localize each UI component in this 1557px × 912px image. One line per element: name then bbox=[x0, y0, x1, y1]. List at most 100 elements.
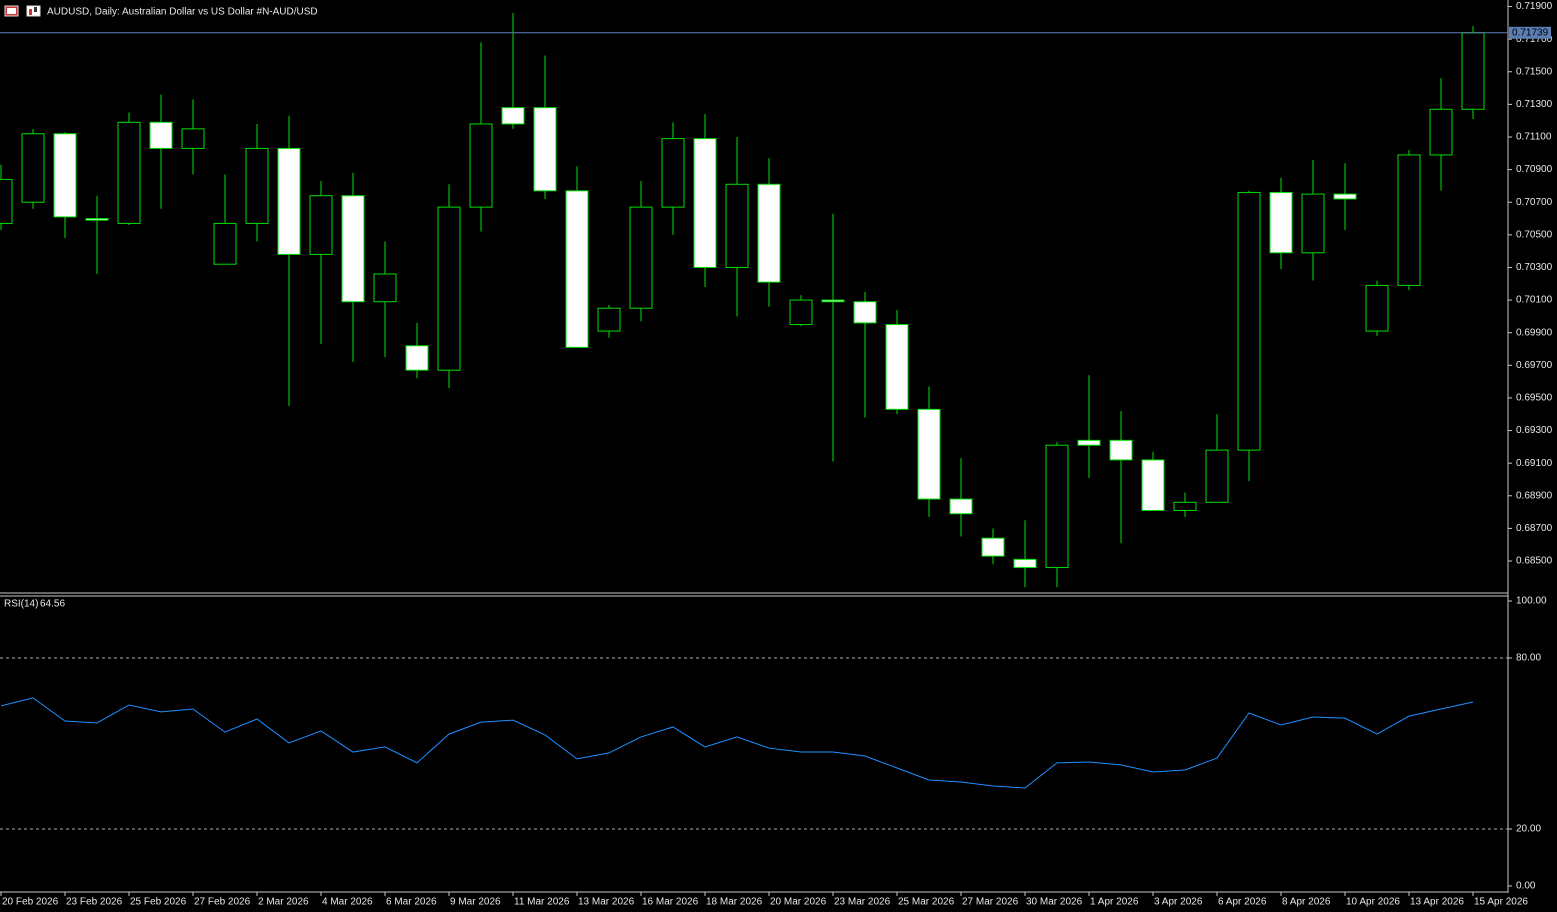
candle-body bbox=[1013, 558, 1037, 569]
x-tick-label: 13 Apr 2026 bbox=[1410, 897, 1464, 908]
candle-body bbox=[1205, 449, 1229, 503]
candle-body bbox=[373, 273, 397, 303]
candle-body bbox=[309, 195, 333, 255]
icon-inner bbox=[7, 8, 16, 14]
candle-body bbox=[949, 498, 973, 515]
y-tick-label: 0.69300 bbox=[1516, 425, 1553, 436]
candle-body bbox=[853, 301, 877, 324]
candle-body bbox=[149, 121, 173, 149]
candle-body bbox=[789, 299, 813, 326]
x-tick-label: 30 Mar 2026 bbox=[1026, 897, 1083, 908]
candle-body bbox=[693, 138, 717, 268]
y-tick-label: 0.70500 bbox=[1516, 229, 1553, 240]
current-price-box bbox=[1509, 26, 1551, 39]
x-tick-label: 23 Mar 2026 bbox=[834, 897, 891, 908]
x-tick-label: 3 Apr 2026 bbox=[1154, 897, 1203, 908]
candle-body bbox=[341, 195, 365, 303]
x-tick-label: 10 Apr 2026 bbox=[1346, 897, 1400, 908]
y-tick-label: 100.00 bbox=[1516, 596, 1547, 607]
candle-body bbox=[277, 147, 301, 255]
y-tick-label: 0.68900 bbox=[1516, 490, 1553, 501]
candle-body bbox=[0, 178, 13, 224]
candle-body bbox=[1077, 439, 1101, 446]
candle-body bbox=[1301, 193, 1325, 254]
candle-body bbox=[1109, 439, 1133, 461]
candle-body bbox=[1429, 108, 1453, 156]
candle-body bbox=[1461, 32, 1485, 110]
y-tick-label: 0.71900 bbox=[1516, 1, 1553, 12]
y-tick-label: 0.71100 bbox=[1516, 132, 1552, 143]
y-tick-label: 0.69700 bbox=[1516, 360, 1553, 371]
candle-body bbox=[1397, 154, 1421, 286]
candle-body bbox=[725, 183, 749, 268]
y-tick-label: 0.68700 bbox=[1516, 523, 1553, 534]
icon[interactable] bbox=[26, 5, 41, 17]
candle-body bbox=[597, 307, 621, 332]
x-tick-label: 6 Mar 2026 bbox=[386, 897, 437, 908]
y-tick-label: 0.70900 bbox=[1516, 164, 1553, 175]
candle-body bbox=[437, 206, 461, 371]
x-tick-label: 16 Mar 2026 bbox=[642, 897, 699, 908]
x-tick-label: 20 Mar 2026 bbox=[770, 897, 827, 908]
candle-body bbox=[1237, 191, 1261, 451]
candle-body bbox=[1173, 501, 1197, 511]
candle-body bbox=[821, 299, 845, 303]
x-tick-label: 4 Mar 2026 bbox=[322, 897, 373, 908]
y-tick-label: 80.00 bbox=[1516, 653, 1541, 664]
y-tick-label: 0.69100 bbox=[1516, 458, 1553, 469]
candle-body bbox=[757, 183, 781, 283]
candle-body bbox=[85, 218, 109, 221]
indicator-value: 64.56 bbox=[40, 599, 65, 610]
candle-body bbox=[1269, 191, 1293, 254]
current-price-label: 0.71739 bbox=[1512, 27, 1549, 38]
x-tick-label: 23 Feb 2026 bbox=[66, 897, 123, 908]
x-tick-label: 25 Mar 2026 bbox=[898, 897, 955, 908]
y-tick-label: 0.00 bbox=[1516, 881, 1536, 892]
candle-body bbox=[245, 147, 269, 224]
x-tick-label: 1 Apr 2026 bbox=[1090, 897, 1139, 908]
candle-body bbox=[213, 222, 237, 265]
x-tick-label: 8 Apr 2026 bbox=[1282, 897, 1331, 908]
candle-body bbox=[1365, 284, 1389, 332]
x-tick-label: 27 Mar 2026 bbox=[962, 897, 1019, 908]
candle-body bbox=[885, 324, 909, 410]
candle-body bbox=[533, 107, 557, 192]
x-tick-label: 27 Feb 2026 bbox=[194, 897, 251, 908]
candle-body bbox=[181, 128, 205, 149]
candle-body bbox=[1045, 444, 1069, 569]
y-tick-label: 0.70300 bbox=[1516, 262, 1553, 273]
indicator-title: RSI(14) bbox=[4, 599, 38, 610]
y-tick-label: 0.70100 bbox=[1516, 295, 1553, 306]
icon-inner bbox=[29, 9, 32, 15]
chart-title: AUDUSD, Daily: Australian Dollar vs US D… bbox=[47, 7, 318, 18]
x-tick-label: 15 Apr 2026 bbox=[1474, 897, 1528, 908]
y-tick-label: 0.70700 bbox=[1516, 197, 1553, 208]
x-tick-label: 6 Apr 2026 bbox=[1218, 897, 1267, 908]
x-tick-label: 13 Mar 2026 bbox=[578, 897, 635, 908]
candle-body bbox=[117, 121, 141, 224]
candle-body bbox=[1141, 459, 1165, 511]
y-tick-label: 0.71500 bbox=[1516, 66, 1553, 77]
candle-body bbox=[53, 133, 77, 218]
y-tick-label: 0.71700 bbox=[1516, 34, 1553, 45]
x-tick-label: 20 Feb 2026 bbox=[2, 897, 59, 908]
candle-body bbox=[21, 133, 45, 203]
x-tick-label: 2 Mar 2026 bbox=[258, 897, 309, 908]
candle-body bbox=[981, 537, 1005, 557]
x-tick-label: 18 Mar 2026 bbox=[706, 897, 763, 908]
candle-body bbox=[405, 345, 429, 371]
x-tick-label: 9 Mar 2026 bbox=[450, 897, 501, 908]
candle-body bbox=[629, 206, 653, 309]
candle-body bbox=[661, 138, 685, 208]
y-tick-label: 20.00 bbox=[1516, 824, 1541, 835]
x-tick-label: 11 Mar 2026 bbox=[514, 897, 570, 908]
x-tick-label: 25 Feb 2026 bbox=[130, 897, 187, 908]
y-tick-label: 0.68500 bbox=[1516, 556, 1553, 567]
toolbar-icons bbox=[4, 5, 41, 17]
candle-body bbox=[917, 408, 941, 500]
y-tick-label: 0.71300 bbox=[1516, 99, 1553, 110]
icon-inner bbox=[34, 7, 37, 12]
candle-body bbox=[1333, 193, 1357, 200]
